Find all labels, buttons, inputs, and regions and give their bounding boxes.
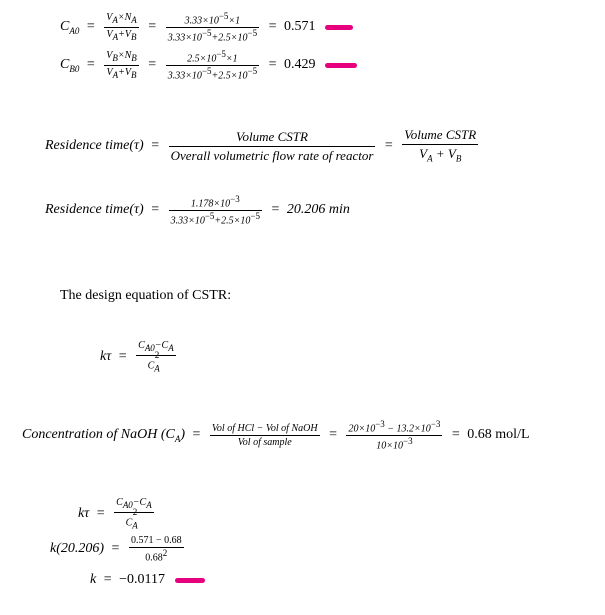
highlight-mark-3	[175, 578, 205, 583]
kt2-lhs: kτ	[78, 506, 89, 523]
equation-ktau-2: kτ = CA0−CA CA2	[78, 497, 156, 531]
kt-lhs: kτ	[100, 349, 111, 366]
equation-ktau-def: kτ = CA0−CA CA2	[100, 340, 178, 374]
res-frac1: Volume CSTR Overall volumetric flow rate…	[167, 130, 378, 164]
k-sub-lhs: k(20.206)	[50, 541, 104, 558]
ca-frac1: Vol of HCl − Vol of NaOH Vol of sample	[208, 423, 322, 448]
cb0-frac2: 2.5×10−5×1 3.33×10−5+2.5×10−5	[164, 50, 261, 82]
ca0-result: 0.571	[284, 19, 316, 36]
k-result: −0.0117	[119, 572, 165, 589]
equation-residence-val: Residence time(τ) = 1.178×10−3 3.33×10−5…	[45, 195, 350, 227]
k-sub-frac: 0.571 − 0.68 0.682	[127, 535, 186, 563]
ca0-frac2: 3.33×10−5×1 3.33×10−5+2.5×10−5	[164, 12, 261, 44]
highlight-mark-1	[325, 25, 353, 30]
res2-result: 20.206 min	[287, 202, 350, 219]
equations-page: CA0 = VA×NA VA+VB = 3.33×10−5×1 3.33×10−…	[0, 0, 605, 615]
kt2-frac: CA0−CA CA2	[112, 497, 156, 531]
highlight-mark-2	[325, 63, 357, 68]
equation-k-result: k = −0.0117	[90, 572, 205, 589]
design-heading: The design equation of CSTR:	[60, 288, 231, 305]
ca-lhs: Concentration of NaOH (CA)	[22, 427, 185, 445]
cb0-lhs: CB0	[60, 57, 79, 75]
equation-ca0: CA0 = VA×NA VA+VB = 3.33×10−5×1 3.33×10−…	[60, 12, 353, 44]
res-lhs: Residence time(τ)	[45, 138, 144, 155]
equation-ca: Concentration of NaOH (CA) = Vol of HCl …	[22, 420, 530, 452]
ca-frac2: 20×10−3 − 13.2×10−3 10×10−3	[344, 420, 444, 452]
ca-result: 0.68 mol/L	[467, 427, 529, 444]
equation-cb0: CB0 = VB×NB VA+VB = 2.5×10−5×1 3.33×10−5…	[60, 50, 357, 82]
ca0-lhs: CA0	[60, 19, 79, 37]
k-lhs: k	[90, 572, 96, 589]
cb0-frac1: VB×NB VA+VB	[102, 50, 141, 81]
kt-frac: CA0−CA CA2	[134, 340, 178, 374]
res2-frac: 1.178×10−3 3.33×10−5+2.5×10−5	[167, 195, 264, 227]
equation-k-sub: k(20.206) = 0.571 − 0.68 0.682	[50, 535, 186, 563]
cb0-result: 0.429	[284, 57, 316, 74]
res2-lhs: Residence time(τ)	[45, 202, 144, 219]
ca0-frac1: VA×NA VA+VB	[102, 12, 141, 43]
equation-residence-def: Residence time(τ) = Volume CSTR Overall …	[45, 128, 480, 165]
res-frac2: Volume CSTR VA + VB	[400, 128, 480, 165]
